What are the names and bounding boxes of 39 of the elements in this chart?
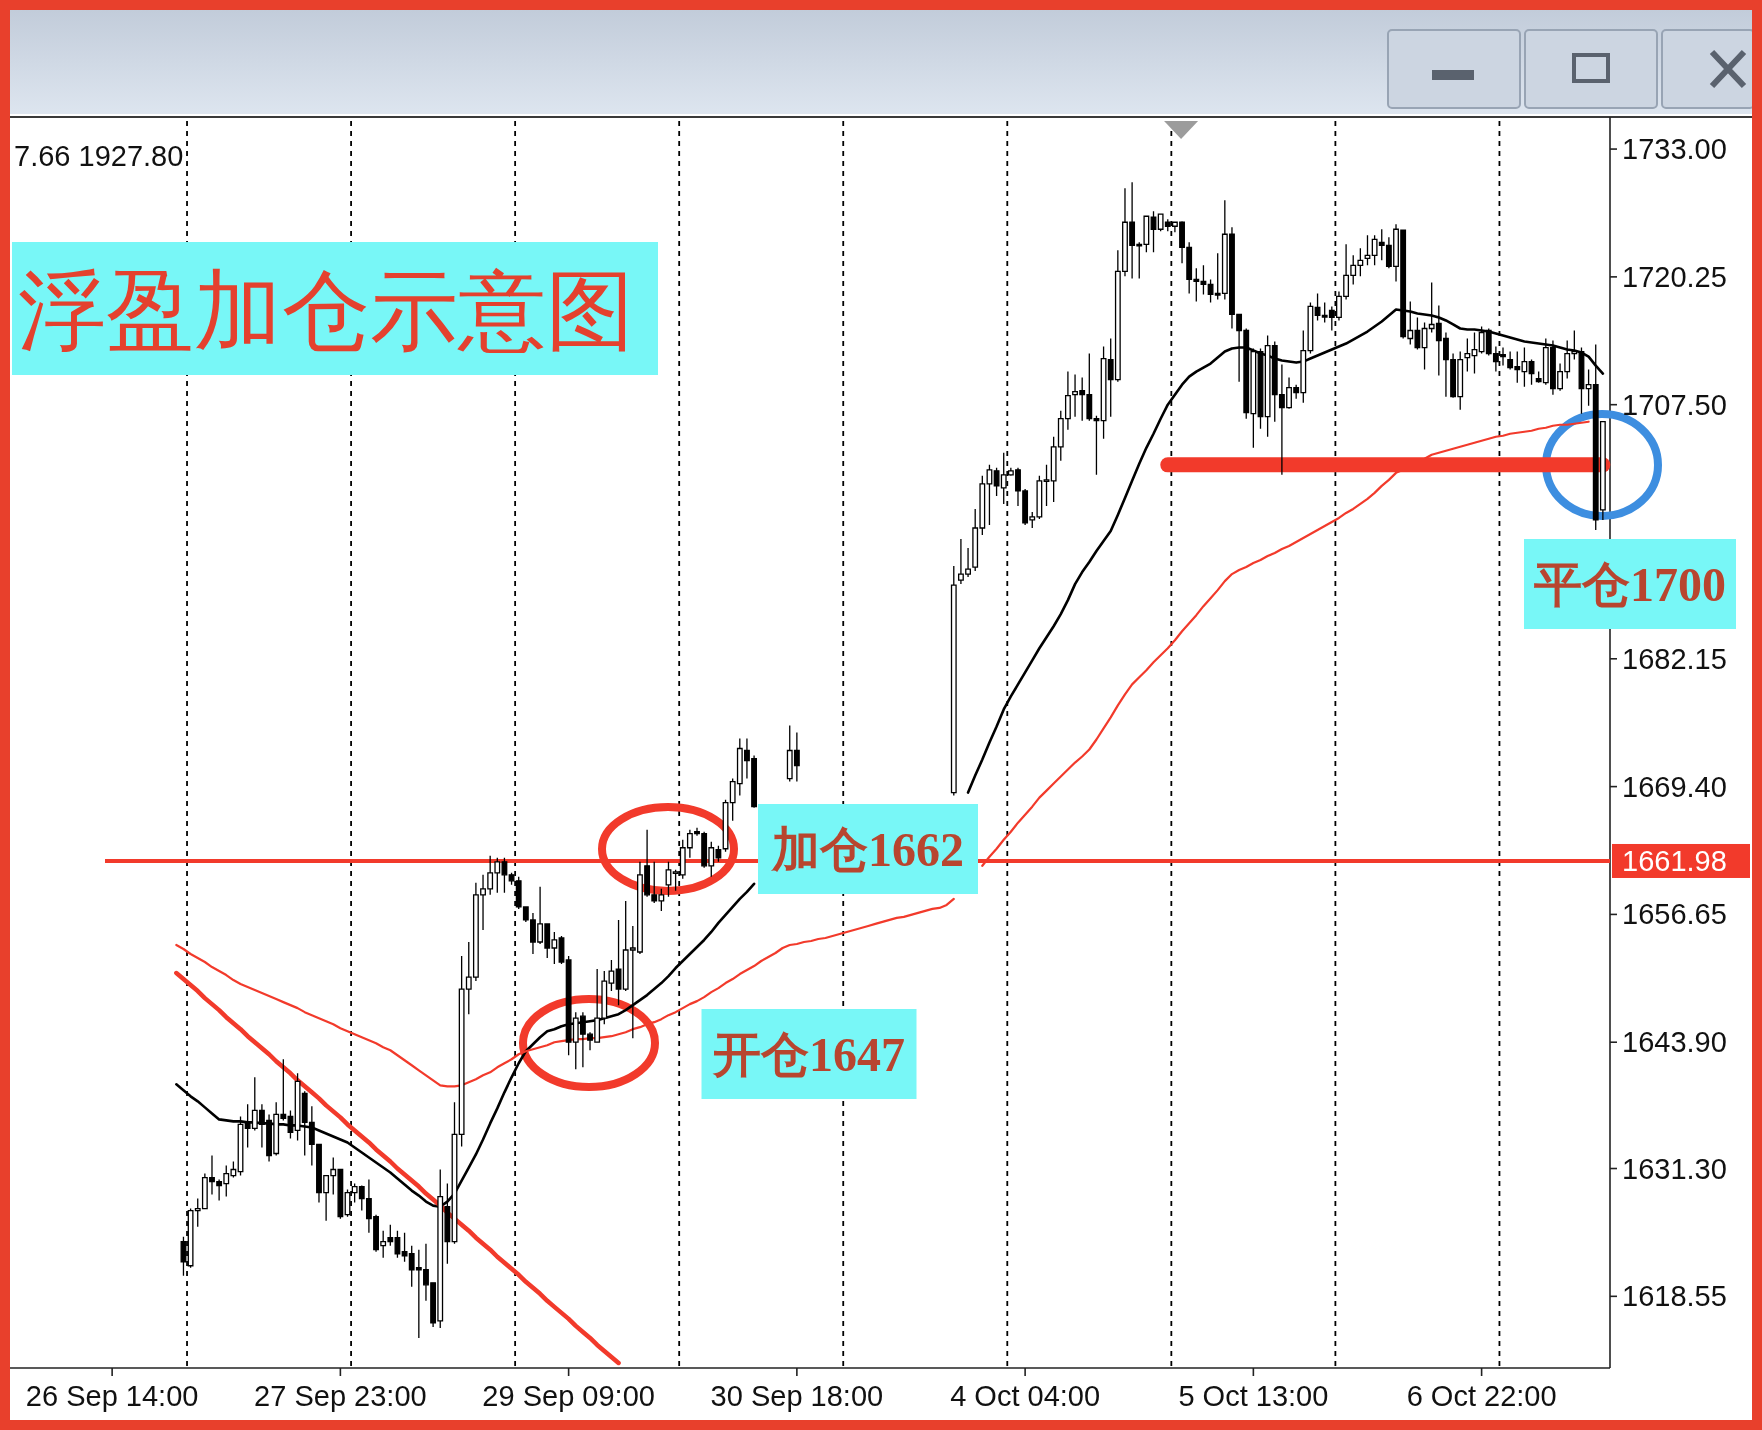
- annotation: 平仓1700: [1533, 558, 1726, 611]
- x-tick-label: 26 Sep 14:00: [25, 1380, 199, 1412]
- candlestick: [615, 919, 622, 1006]
- y-tick-label: 1682.15: [1622, 642, 1727, 675]
- candlestick: [950, 565, 957, 797]
- line-series: [174, 970, 621, 1366]
- candlestick: [501, 857, 508, 894]
- candlestick: [665, 861, 672, 898]
- x-tick-label: 6 Oct 22:00: [1406, 1380, 1557, 1412]
- x-tick-label: 30 Sep 18:00: [710, 1380, 884, 1412]
- y-tick-label: 1707.50: [1622, 388, 1727, 421]
- x-tick-label: 5 Oct 13:00: [1178, 1380, 1329, 1412]
- annotation: 加仓1662: [770, 823, 964, 876]
- candlestick: [1150, 210, 1157, 253]
- y-tick-label: 1669.40: [1622, 770, 1727, 803]
- annotation: 开仓1647: [712, 1028, 905, 1081]
- x-tick-label: 27 Sep 23:00: [254, 1380, 427, 1412]
- y-tick-label: 1618.55: [1622, 1280, 1727, 1313]
- x-tick-label: 4 Oct 04:00: [950, 1380, 1101, 1412]
- candlestick: [1200, 264, 1207, 296]
- candlestick: [1471, 331, 1478, 375]
- candlestick: [986, 464, 993, 526]
- candlestick: [1528, 358, 1535, 386]
- candlestick: [1314, 292, 1321, 322]
- y-tick-label: 1631.30: [1622, 1152, 1727, 1185]
- candlestick: [1578, 346, 1585, 415]
- text: 浮盈加仓示意图: [18, 263, 634, 360]
- candlestick: [1093, 415, 1100, 476]
- y-tick-label: 1643.90: [1622, 1026, 1727, 1059]
- annotation: 7.66 1927.80: [14, 140, 184, 172]
- candlestick: [1043, 464, 1050, 507]
- candlestick: [1464, 337, 1471, 373]
- candlestick: [1421, 321, 1428, 371]
- y-tick-label: 1720.25: [1622, 260, 1727, 293]
- candlestick: [1364, 234, 1371, 266]
- ref-line-label: 1661.98: [1622, 844, 1727, 877]
- y-tick-label: 1656.65: [1622, 898, 1727, 931]
- x-tick-label: 29 Sep 09:00: [482, 1380, 655, 1412]
- y-tick-label: 1733.00: [1622, 133, 1727, 166]
